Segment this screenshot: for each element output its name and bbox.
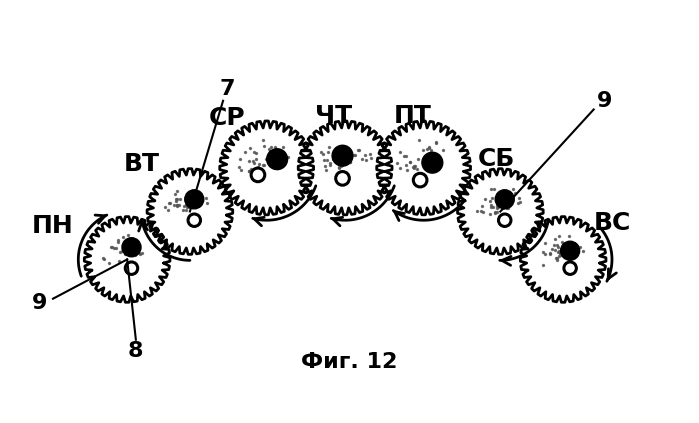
Text: Фиг. 12: Фиг. 12 [301, 352, 398, 372]
Circle shape [422, 152, 442, 173]
Circle shape [561, 241, 579, 260]
Text: ПТ: ПТ [394, 104, 431, 128]
Text: ВС: ВС [594, 211, 631, 235]
Text: СР: СР [209, 106, 246, 130]
Text: ВТ: ВТ [124, 151, 160, 176]
Circle shape [185, 190, 204, 209]
Text: ПН: ПН [32, 214, 74, 238]
Circle shape [332, 145, 353, 166]
Text: ЧТ: ЧТ [315, 104, 352, 128]
Text: 7: 7 [219, 80, 235, 99]
Text: 9: 9 [32, 293, 48, 313]
Circle shape [495, 190, 514, 209]
Text: СБ: СБ [477, 147, 514, 171]
Text: 9: 9 [596, 91, 612, 111]
Circle shape [267, 149, 287, 170]
Text: 8: 8 [128, 341, 143, 361]
Circle shape [122, 238, 141, 257]
